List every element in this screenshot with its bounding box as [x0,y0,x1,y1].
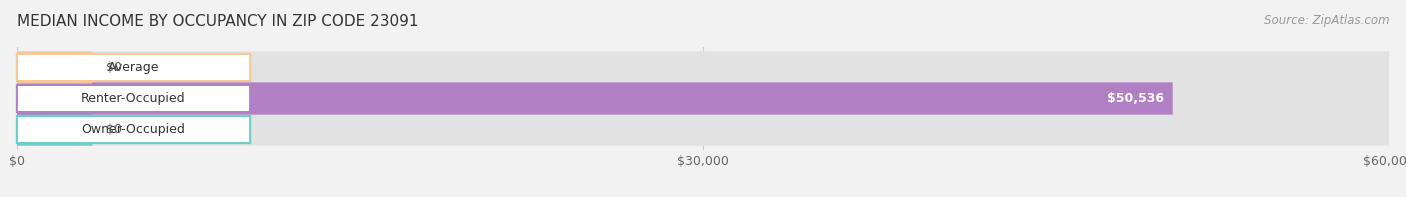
Text: $0: $0 [105,61,122,74]
FancyBboxPatch shape [17,82,1173,115]
FancyBboxPatch shape [17,82,1389,115]
Text: $50,536: $50,536 [1107,92,1164,105]
FancyBboxPatch shape [17,113,1389,146]
Text: Source: ZipAtlas.com: Source: ZipAtlas.com [1264,14,1389,27]
FancyBboxPatch shape [17,116,250,143]
FancyBboxPatch shape [17,51,1389,84]
Text: $0: $0 [105,123,122,136]
Text: Renter-Occupied: Renter-Occupied [82,92,186,105]
Text: Owner-Occupied: Owner-Occupied [82,123,186,136]
FancyBboxPatch shape [17,54,250,81]
FancyBboxPatch shape [17,51,93,84]
FancyBboxPatch shape [17,113,93,146]
Text: Average: Average [108,61,159,74]
FancyBboxPatch shape [17,85,250,112]
Text: MEDIAN INCOME BY OCCUPANCY IN ZIP CODE 23091: MEDIAN INCOME BY OCCUPANCY IN ZIP CODE 2… [17,14,419,29]
